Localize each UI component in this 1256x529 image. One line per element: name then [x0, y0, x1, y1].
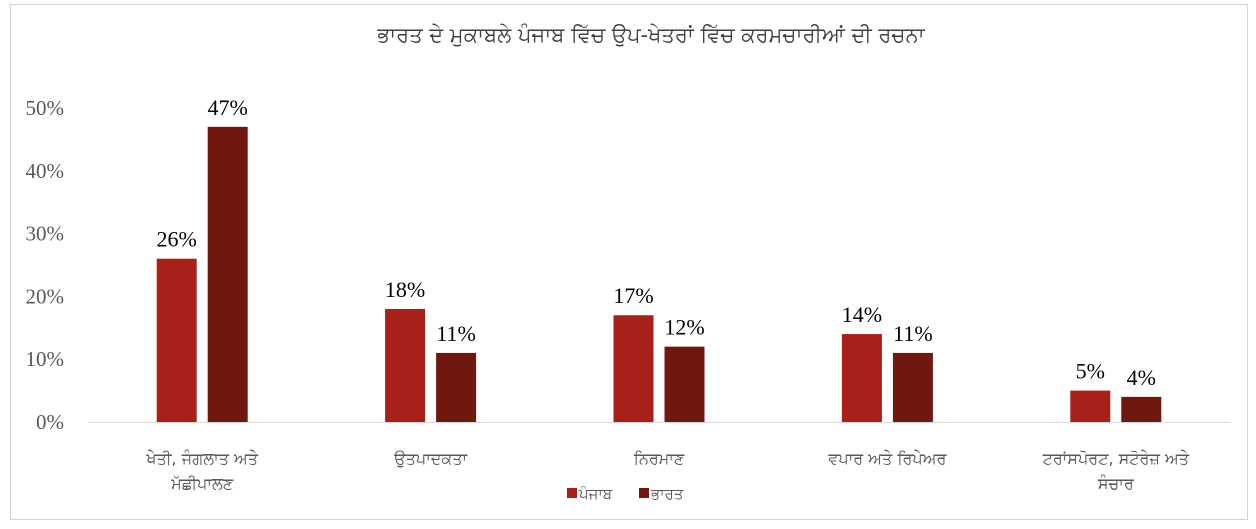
bar-punjab	[613, 315, 654, 422]
y-tick-label: 30%	[26, 222, 65, 246]
bar-punjab	[1070, 390, 1111, 422]
y-tick-label: 40%	[26, 159, 65, 183]
data-label: 17%	[613, 283, 653, 308]
bar-bharat	[664, 346, 705, 422]
data-label: 11%	[893, 321, 933, 346]
data-label: 11%	[436, 321, 476, 346]
x-tick-label: ਸੰਚਾਰ	[1097, 474, 1135, 493]
x-tick-label: ਉਤਪਾਦਕਤਾ	[393, 449, 467, 468]
x-tick-label: ਨਿਰਮਾਣ	[633, 449, 685, 468]
bar-bharat	[207, 126, 248, 422]
x-tick-label: ਮੱਛੀਪਾਲਣ	[170, 474, 234, 493]
y-tick-label: 20%	[26, 284, 65, 308]
data-label: 18%	[385, 277, 425, 302]
data-label: 14%	[842, 302, 882, 327]
data-label: 5%	[1076, 359, 1105, 384]
data-label: 26%	[157, 227, 197, 252]
bar-bharat	[1121, 396, 1162, 422]
data-label: 12%	[664, 315, 704, 340]
legend-label: ਪੰਜਾਬ	[578, 485, 613, 503]
y-tick-label: 0%	[36, 410, 64, 434]
y-tick-label: 50%	[26, 96, 65, 120]
x-tick-label: ਵਪਾਰ ਅਤੇ ਰਿਪੇਅਰ	[827, 449, 947, 468]
x-tick-label: ਖੇਤੀ, ਜੰਗਲਾਤ ਅਤੇ	[145, 449, 258, 468]
bar-bharat	[436, 352, 477, 422]
x-tick-label: ਟਰਾਂਸਪੋਰਟ, ਸਟੋਰੇਜ਼ ਅਤੇ	[1042, 449, 1190, 468]
legend-swatch-punjab	[567, 488, 577, 498]
bar-punjab	[156, 258, 197, 422]
data-label: 4%	[1127, 365, 1156, 390]
legend-label: ਭਾਰਤ	[650, 485, 684, 503]
chart-title: ਭਾਰਤ ਦੇ ਮੁਕਾਬਲੇ ਪੰਜਾਬ ਵਿੱਚ ਉਪ-ਖੇਤਰਾਂ ਵਿੱ…	[376, 23, 925, 47]
y-tick-label: 10%	[26, 347, 65, 371]
bar-punjab	[385, 308, 426, 422]
data-label: 47%	[208, 95, 248, 120]
bar-bharat	[892, 352, 933, 422]
bar-punjab	[841, 334, 882, 422]
legend-swatch-bharat	[639, 488, 649, 498]
